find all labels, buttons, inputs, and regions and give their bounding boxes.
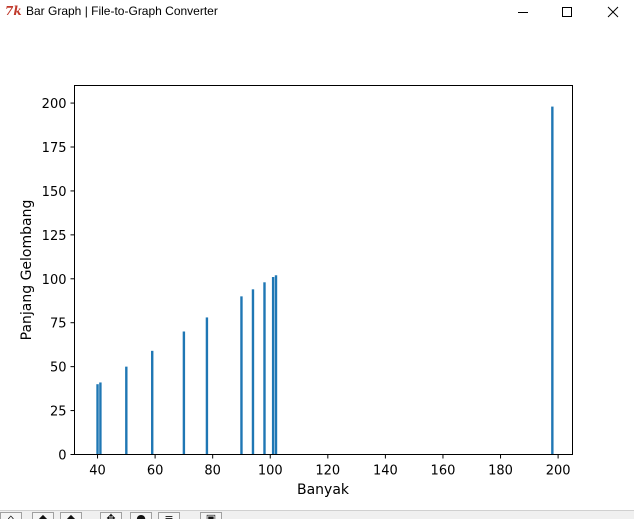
minimize-button[interactable] — [500, 0, 546, 24]
bar — [251, 289, 255, 455]
navigation-toolbar: ⌂ ◆ ◆ ✥ ● ≡ ▣ — [0, 510, 634, 519]
zoom-icon: ● — [136, 512, 146, 519]
bar — [274, 275, 278, 455]
x-tick-label: 200 — [546, 464, 571, 479]
axes-frame — [74, 85, 573, 455]
title-bar: 7k Bar Graph | File-to-Graph Converter — [0, 0, 634, 24]
toolbar-button-back[interactable]: ◆ — [32, 512, 54, 519]
toolbar-button-save[interactable]: ▣ — [200, 512, 222, 519]
pan-icon: ✥ — [106, 512, 116, 519]
y-axis-label: Panjang Gelombang — [19, 200, 35, 341]
plot-area: 40 60 80 100 120 140 160 180 200 0 25 50 75 100 125 15… — [0, 24, 634, 510]
minimize-icon — [518, 12, 528, 13]
x-tick-label: 140 — [373, 464, 398, 479]
toolbar-button-home[interactable]: ⌂ — [0, 512, 22, 519]
bar — [96, 384, 99, 455]
toolbar-button-pan[interactable]: ✥ — [100, 512, 122, 519]
bar — [205, 317, 209, 455]
close-button[interactable] — [590, 0, 634, 24]
bar — [125, 366, 128, 455]
tk-feather-icon: 7k — [5, 4, 22, 18]
back-icon: ◆ — [38, 512, 48, 519]
y-tick-label: 200 — [42, 97, 67, 112]
y-tick-label: 75 — [50, 317, 67, 332]
bar — [263, 282, 266, 455]
x-tick-label: 120 — [315, 464, 340, 479]
toolbar-button-configure[interactable]: ≡ — [158, 512, 180, 519]
bar — [240, 296, 243, 455]
maximize-button[interactable] — [544, 0, 590, 24]
y-tick-label: 125 — [42, 229, 67, 244]
bar — [151, 350, 154, 455]
x-tick-label: 80 — [204, 464, 221, 479]
x-tick-label: 160 — [431, 464, 456, 479]
bar — [99, 382, 102, 455]
bar — [182, 331, 186, 455]
y-axis-ticks: 0 25 50 75 100 125 150 175 200 — [42, 97, 75, 464]
x-tick-label: 100 — [258, 464, 283, 479]
bar-chart: 40 60 80 100 120 140 160 180 200 0 25 50 75 100 125 15… — [19, 85, 573, 498]
y-tick-label: 50 — [50, 361, 67, 376]
x-tick-label: 40 — [89, 464, 106, 479]
toolbar-button-forward[interactable]: ◆ — [60, 512, 82, 519]
home-icon: ⌂ — [7, 512, 15, 519]
x-tick-label: 180 — [488, 464, 513, 479]
y-tick-label: 100 — [42, 273, 67, 288]
y-tick-label: 25 — [50, 405, 67, 420]
save-icon: ▣ — [205, 512, 217, 519]
bar — [271, 277, 275, 455]
x-axis-label: Banyak — [297, 482, 350, 498]
y-tick-label: 0 — [58, 449, 66, 464]
y-tick-label: 175 — [42, 141, 67, 156]
forward-icon: ◆ — [66, 512, 76, 519]
bar — [551, 106, 554, 455]
toolbar-button-zoom[interactable]: ● — [130, 512, 152, 519]
x-tick-label: 60 — [147, 464, 164, 479]
x-axis-ticks: 40 60 80 100 120 140 160 180 200 — [89, 454, 571, 479]
close-icon — [607, 6, 619, 18]
maximize-icon — [562, 7, 572, 17]
configure-icon: ≡ — [164, 512, 174, 519]
y-tick-label: 150 — [42, 185, 67, 200]
bars-group — [96, 106, 554, 455]
window-title: Bar Graph | File-to-Graph Converter — [26, 4, 218, 18]
